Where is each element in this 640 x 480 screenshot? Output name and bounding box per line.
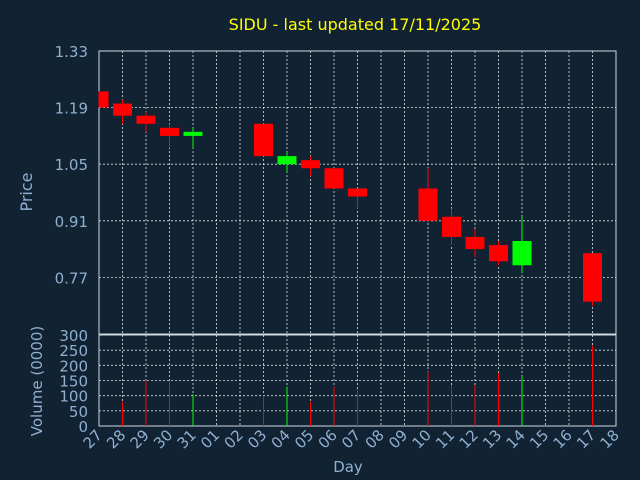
y-axis-label: Price	[17, 172, 36, 211]
volume-axis-label: Volume (0000)	[28, 326, 46, 436]
grid	[99, 51, 616, 426]
candle-body	[160, 127, 179, 136]
chart-title: SIDU - last updated 17/11/2025	[229, 15, 482, 34]
candle-body	[418, 188, 438, 221]
candle-body	[489, 245, 508, 262]
volume-tick-label: 100	[59, 388, 88, 406]
candle-body	[136, 115, 156, 124]
candle-body	[583, 253, 602, 302]
candle-body	[183, 131, 203, 136]
volume-tick-label: 300	[59, 327, 88, 345]
price-tick-label: 0.91	[55, 213, 88, 231]
price-tick-label: 1.19	[55, 100, 88, 118]
volume-tick-label: 50	[69, 403, 88, 421]
price-tick-label: 1.05	[55, 156, 88, 174]
candle-body	[442, 216, 461, 237]
volume-tick-label: 0	[78, 418, 88, 436]
candle-body	[465, 236, 485, 250]
price-tick-label: 0.77	[55, 269, 88, 287]
candle-body	[277, 156, 297, 165]
volume-tick-label: 250	[59, 342, 88, 360]
candle-body	[99, 91, 109, 108]
volume-bars	[122, 345, 593, 426]
candle-body	[512, 241, 532, 266]
price-panel-frame	[98, 50, 617, 335]
candle-body	[254, 123, 273, 157]
candle-body	[324, 168, 344, 189]
volume-tick-label: 150	[59, 373, 88, 391]
candle-body	[301, 160, 320, 169]
price-tick-label: 1.33	[55, 43, 88, 61]
candles	[98, 91, 602, 306]
volume-tick-label: 200	[59, 357, 88, 375]
candle-body	[113, 103, 132, 116]
x-axis-label: Day	[333, 458, 363, 476]
candle-body	[348, 188, 367, 197]
